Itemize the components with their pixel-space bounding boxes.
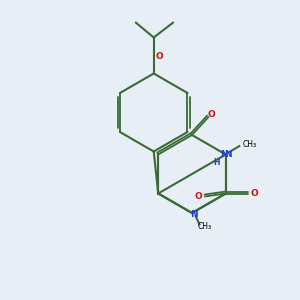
Text: N: N — [220, 150, 228, 159]
Text: N: N — [224, 150, 232, 159]
Text: O: O — [155, 52, 163, 62]
Text: O: O — [208, 110, 215, 119]
Text: N: N — [190, 210, 198, 219]
Text: CH₃: CH₃ — [242, 140, 256, 149]
Text: CH₃: CH₃ — [197, 222, 212, 231]
Text: H: H — [214, 158, 220, 167]
Text: O: O — [250, 189, 258, 198]
Text: O: O — [195, 192, 202, 201]
